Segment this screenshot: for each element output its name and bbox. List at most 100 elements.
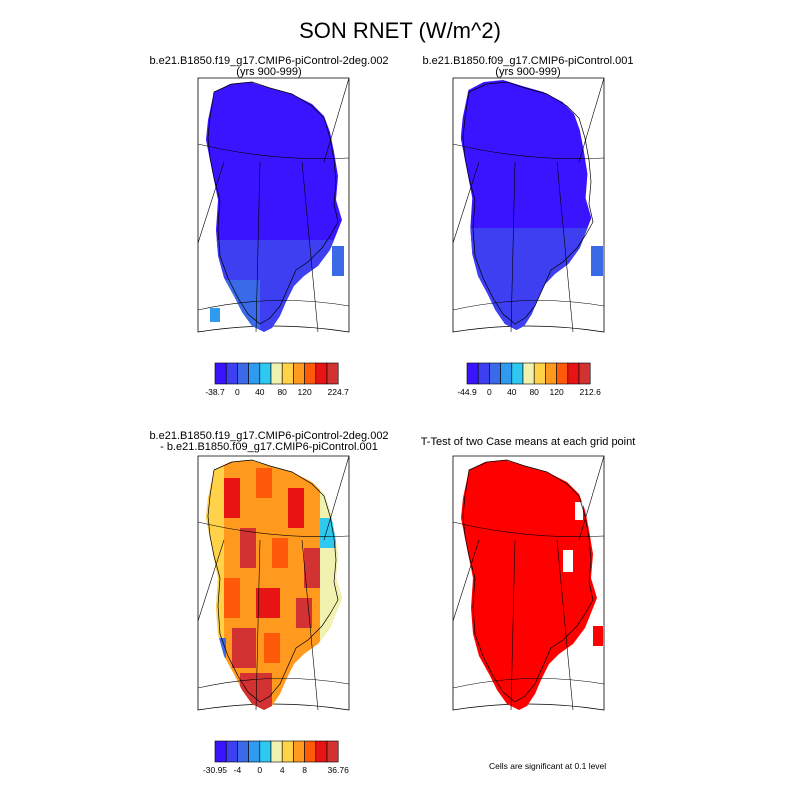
coastal-cell [332,246,344,276]
colorbar-cell [304,740,317,763]
colorbar-tick-label: 8 [302,765,307,775]
colorbar-cell [326,740,339,763]
bottom-right-map [452,455,605,711]
colorbar-cell [326,362,339,385]
bottom-left-map [197,455,350,711]
bottom-left-panel-title: b.e21.B1850.f19_g17.CMIP6-piControl-2deg… [139,431,399,453]
top-left-colorbar [214,362,339,385]
colorbar-tick-label: -38.7 [205,387,225,397]
latitude-line [197,300,350,311]
colorbar-cell [281,740,294,763]
colorbar-cell [214,740,227,763]
coastline [462,459,594,703]
colorbar-tick-label: 40 [507,387,517,397]
colorbar-cell [237,740,249,763]
colorbar-tick-label: -4 [233,765,242,775]
longitude-line [510,161,516,333]
longitude-line [452,539,480,622]
longitude-line [510,539,516,711]
colorbar-cell [304,362,317,385]
colorbar-tick-label: 212.6 [579,387,601,397]
longitude-line [323,455,350,541]
top-left-panel-title: b.e21.B1850.f19_g17.CMIP6-piControl-2deg… [139,56,399,78]
colorbar-cell [466,362,479,385]
latitude-line [197,521,350,538]
significance-cell [593,626,603,646]
bottom-left-colorbar [214,740,339,763]
colorbar-tick-label: 224.7 [327,387,349,397]
longitude-line [301,539,319,711]
colorbar-cell [270,362,283,385]
colorbar-tick-label: 0 [257,765,263,775]
colorbar-tick-label: 40 [255,387,265,397]
longitude-line [301,161,319,333]
colorbar-cell [214,362,227,385]
colorbar-cell [293,740,305,763]
colorbar-cell [489,362,501,385]
colorbar-tick-label: 36.76 [327,765,349,775]
colorbar-tick-label: -44.9 [457,387,477,397]
colorbar-cell [522,362,535,385]
colorbar-cell [511,362,524,385]
colorbar-tick-label: 80 [529,387,539,397]
colorbar-cell [315,362,328,385]
top-right-colorbar [466,362,591,385]
colorbar-cell [293,362,305,385]
longitude-line [197,161,225,244]
longitude-line [323,77,350,163]
longitude-line [578,455,605,541]
bottom-left-title-line2: - b.e21.B1850.f09_g17.CMIP6-piControl.00… [160,441,378,453]
significance-note: Cells are significant at 0.1 level [489,761,607,771]
coastal-cell [210,308,220,322]
colorbar-cell [225,740,238,763]
colorbar-tick-label: -30.95 [202,765,228,775]
coastline [207,459,339,703]
longitude-line [556,161,574,333]
colorbar-tick-label: 0 [487,387,492,397]
latitude-line [452,678,605,689]
colorbar-tick-label: 120 [297,387,312,397]
top-right-panel-title: b.e21.B1850.f09_g17.CMIP6-piControl.001 … [398,56,658,78]
colorbar-cell [477,362,490,385]
top-left-map [197,77,350,333]
coastline [462,81,594,325]
colorbar-tick-label: 4 [279,765,285,775]
colorbar-cell [259,362,272,385]
colorbar-cell [533,362,546,385]
top-right-map [452,77,605,333]
colorbar-cell [248,362,261,385]
longitude-line [255,161,261,333]
colorbar-cell [237,362,249,385]
colorbar-cell [556,362,569,385]
latitude-line [197,678,350,689]
coastal-cell [591,246,603,276]
bottom-right-panel-title: T-Test of two Case means at each grid po… [398,437,658,448]
latitude-line [452,300,605,311]
colorbar-cell [270,740,283,763]
latitude-line [197,143,350,160]
colorbar-tick-label: 0 [235,387,240,397]
colorbar-tick-label: 120 [549,387,564,397]
longitude-line [255,539,261,711]
longitude-line [578,77,605,163]
latitude-line [452,521,605,538]
colorbar-tick-label: 80 [277,387,287,397]
colorbar-cell [545,362,557,385]
latitude-line [452,143,605,160]
colorbar-cell [500,362,513,385]
coastline [207,81,339,325]
colorbar-cell [567,362,580,385]
colorbar-cell [259,740,272,763]
colorbar-cell [578,362,591,385]
colorbar-cell [248,740,261,763]
main-title: SON RNET (W/m^2) [299,18,501,43]
top-left-title-line2: (yrs 900-999) [236,66,302,78]
longitude-line [556,539,574,711]
top-left-title-line1: b.e21.B1850.f19_g17.CMIP6-piControl-2deg… [149,55,389,67]
bottom-left-title-line1: b.e21.B1850.f19_g17.CMIP6-piControl-2deg… [149,430,389,442]
longitude-line [197,539,225,622]
longitude-line [452,161,480,244]
colorbar-cell [315,740,328,763]
colorbar-cell [225,362,238,385]
